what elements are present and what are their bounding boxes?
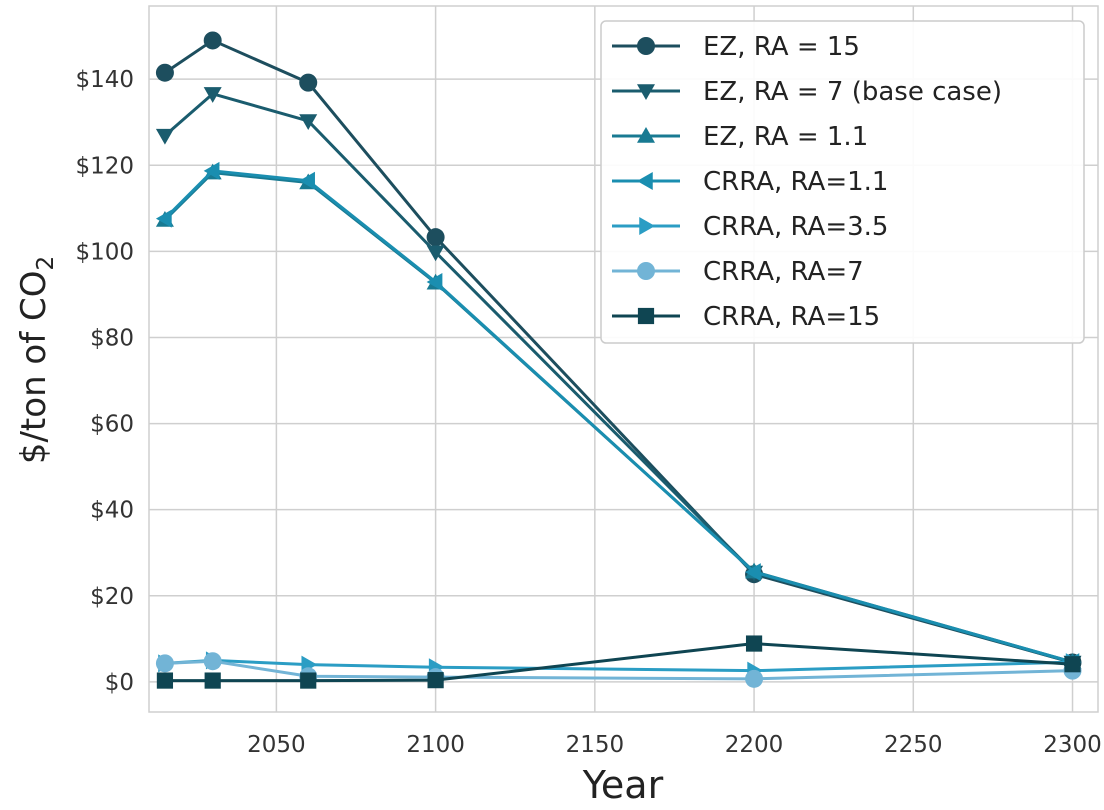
legend-entry: CRRA, RA=1.1 [612, 167, 888, 197]
y-axis-title: $/ton of CO2 [14, 256, 59, 464]
x-tick-label: 2150 [566, 732, 625, 758]
x-tick-label: 2200 [725, 732, 784, 758]
legend-entry: EZ, RA = 15 [612, 32, 860, 62]
data-point [203, 87, 222, 103]
data-point [426, 272, 443, 291]
legend-entry: CRRA, RA=7 [612, 257, 864, 287]
x-tick-label: 2050 [247, 732, 306, 758]
data-point [203, 652, 222, 671]
legend: EZ, RA = 15 EZ, RA = 7 (base case) EZ, RA … [600, 20, 1085, 344]
series-layer [155, 31, 1082, 689]
data-point [155, 654, 174, 673]
x-axis-title: Year [582, 763, 664, 807]
data-point [203, 161, 220, 180]
legend-marker [637, 262, 655, 280]
y-tick-label: $120 [75, 153, 134, 179]
data-point [204, 672, 221, 689]
legend-label: CRRA, RA=15 [703, 302, 880, 332]
legend-label: EZ, RA = 1.1 [703, 122, 868, 152]
legend-marker [637, 37, 655, 55]
data-point [426, 245, 445, 262]
legend-entry: EZ, RA = 7 (base case) [612, 77, 1002, 107]
data-point [155, 209, 172, 228]
data-point [1064, 656, 1081, 673]
y-tick-label: $80 [90, 325, 134, 351]
data-point [203, 31, 222, 50]
legend-label: CRRA, RA=1.1 [703, 167, 888, 197]
y-axis-title-main: $/ton of CO [14, 270, 54, 464]
legend-label: CRRA, RA=3.5 [703, 212, 888, 242]
series-7 [156, 635, 1081, 689]
data-point [155, 63, 174, 82]
legend-marker [637, 127, 655, 143]
x-tick-label: 2100 [406, 732, 465, 758]
data-point [155, 128, 174, 145]
legend-label: CRRA, RA=7 [703, 257, 864, 287]
y-tick-label: $0 [105, 670, 134, 696]
data-point [299, 114, 318, 130]
legend-entry: CRRA, RA=15 [612, 302, 880, 332]
legend-label: EZ, RA = 7 (base case) [703, 77, 1002, 107]
y-tick-label: $20 [90, 584, 134, 610]
tick-labels: $0 $20 $40 $60 $80 $100 $120 $140 2050 2100 2150 22… [75, 67, 1101, 758]
y-tick-label: $60 [90, 412, 134, 438]
data-point [745, 635, 763, 652]
data-point [299, 73, 318, 92]
legend-entry: EZ, RA = 1.1 [612, 122, 868, 152]
legend-marker [639, 217, 655, 235]
y-tick-label: $100 [75, 239, 134, 265]
legend-marker [637, 84, 655, 100]
data-point [156, 672, 174, 689]
y-tick-label: $140 [75, 67, 134, 93]
legend-entry: CRRA, RA=3.5 [612, 212, 888, 242]
plot-frame [148, 5, 1099, 713]
data-point [299, 171, 315, 190]
legend-marker [637, 172, 653, 190]
legend-marker [637, 307, 655, 325]
data-point [745, 669, 764, 688]
legend-label: EZ, RA = 15 [703, 32, 860, 62]
x-tick-label: 2250 [884, 732, 943, 758]
data-point [745, 563, 761, 582]
data-point [426, 228, 445, 247]
series-line [163, 169, 1073, 664]
y-axis-title-subscript: 2 [33, 256, 59, 271]
data-point [427, 672, 444, 689]
x-tick-label: 2300 [1043, 732, 1102, 758]
y-tick-label: $40 [90, 498, 134, 524]
legend-box [600, 20, 1085, 344]
data-point [300, 672, 317, 689]
